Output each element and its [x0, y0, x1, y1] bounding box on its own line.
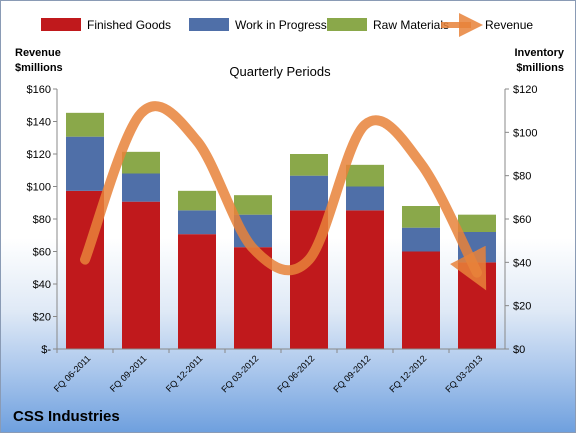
left-tick-label: $160 — [27, 84, 51, 96]
bar-raw-materials — [402, 206, 440, 228]
legend-label-revenue: Revenue — [485, 18, 533, 32]
bar-finished-goods — [178, 234, 216, 349]
bar-raw-materials — [234, 195, 272, 215]
bar-finished-goods — [122, 201, 160, 349]
right-tick-label: $20 — [513, 301, 531, 313]
x-tick-label: FQ 06-2011 — [52, 353, 93, 394]
x-tick-label: FQ 12-2012 — [387, 353, 428, 394]
right-tick-label: $80 — [513, 171, 531, 183]
bar-raw-materials — [178, 190, 216, 211]
right-axis-title-line2: $millions — [516, 62, 564, 74]
bar-work-in-progress — [290, 175, 328, 211]
left-tick-label: $40 — [33, 279, 51, 291]
bar-raw-materials — [122, 151, 160, 174]
bar-raw-materials — [458, 214, 496, 232]
left-axis-title-line2: $millions — [15, 62, 63, 74]
right-tick-label: $100 — [513, 127, 537, 139]
bar-work-in-progress — [178, 210, 216, 235]
legend-swatch-finished-goods — [41, 18, 81, 31]
plot-title: Quarterly Periods — [229, 64, 331, 79]
left-tick-label: $120 — [27, 149, 51, 161]
bar-raw-materials — [290, 154, 328, 176]
legend: Finished Goods Work in Progress Raw Materi… — [41, 13, 533, 37]
x-tick-label: FQ 03-2012 — [219, 353, 260, 394]
right-tick-label: $60 — [513, 214, 531, 226]
legend-label-work-in-progress: Work in Progress — [235, 18, 327, 32]
legend-label-finished-goods: Finished Goods — [87, 18, 171, 32]
left-tick-label: $100 — [27, 182, 51, 194]
bar-work-in-progress — [402, 227, 440, 252]
bar-work-in-progress — [346, 186, 384, 211]
left-axis-title-line1: Revenue — [15, 47, 61, 59]
bar-finished-goods — [346, 210, 384, 349]
company-name: CSS Industries — [13, 408, 120, 425]
bar-raw-materials — [66, 112, 104, 137]
x-tick-label: FQ 09-2011 — [108, 353, 149, 394]
right-axis-title-line1: Inventory — [514, 47, 564, 59]
revenue-line — [80, 101, 487, 291]
left-tick-label: $20 — [33, 312, 51, 324]
bar-work-in-progress — [122, 173, 160, 202]
plot-area — [66, 101, 496, 349]
legend-swatch-raw-materials — [327, 18, 367, 31]
right-tick-label: $120 — [513, 84, 537, 96]
x-tick-label: FQ 12-2011 — [164, 353, 205, 394]
bar-work-in-progress — [66, 136, 104, 191]
left-tick-label: $80 — [33, 214, 51, 226]
bar-finished-goods — [402, 251, 440, 349]
left-tick-label: $60 — [33, 247, 51, 259]
right-tick-label: $40 — [513, 257, 531, 269]
right-tick-label: $0 — [513, 344, 525, 356]
x-tick-label: FQ 03-2013 — [443, 353, 484, 394]
x-tick-label: FQ 09-2012 — [331, 353, 372, 394]
left-tick-label: $140 — [27, 117, 51, 129]
left-tick-label: $- — [41, 344, 51, 356]
legend-label-raw-materials: Raw Materials — [373, 18, 449, 32]
x-tick-label: FQ 06-2012 — [275, 353, 316, 394]
legend-swatch-work-in-progress — [189, 18, 229, 31]
bar-raw-materials — [346, 164, 384, 187]
